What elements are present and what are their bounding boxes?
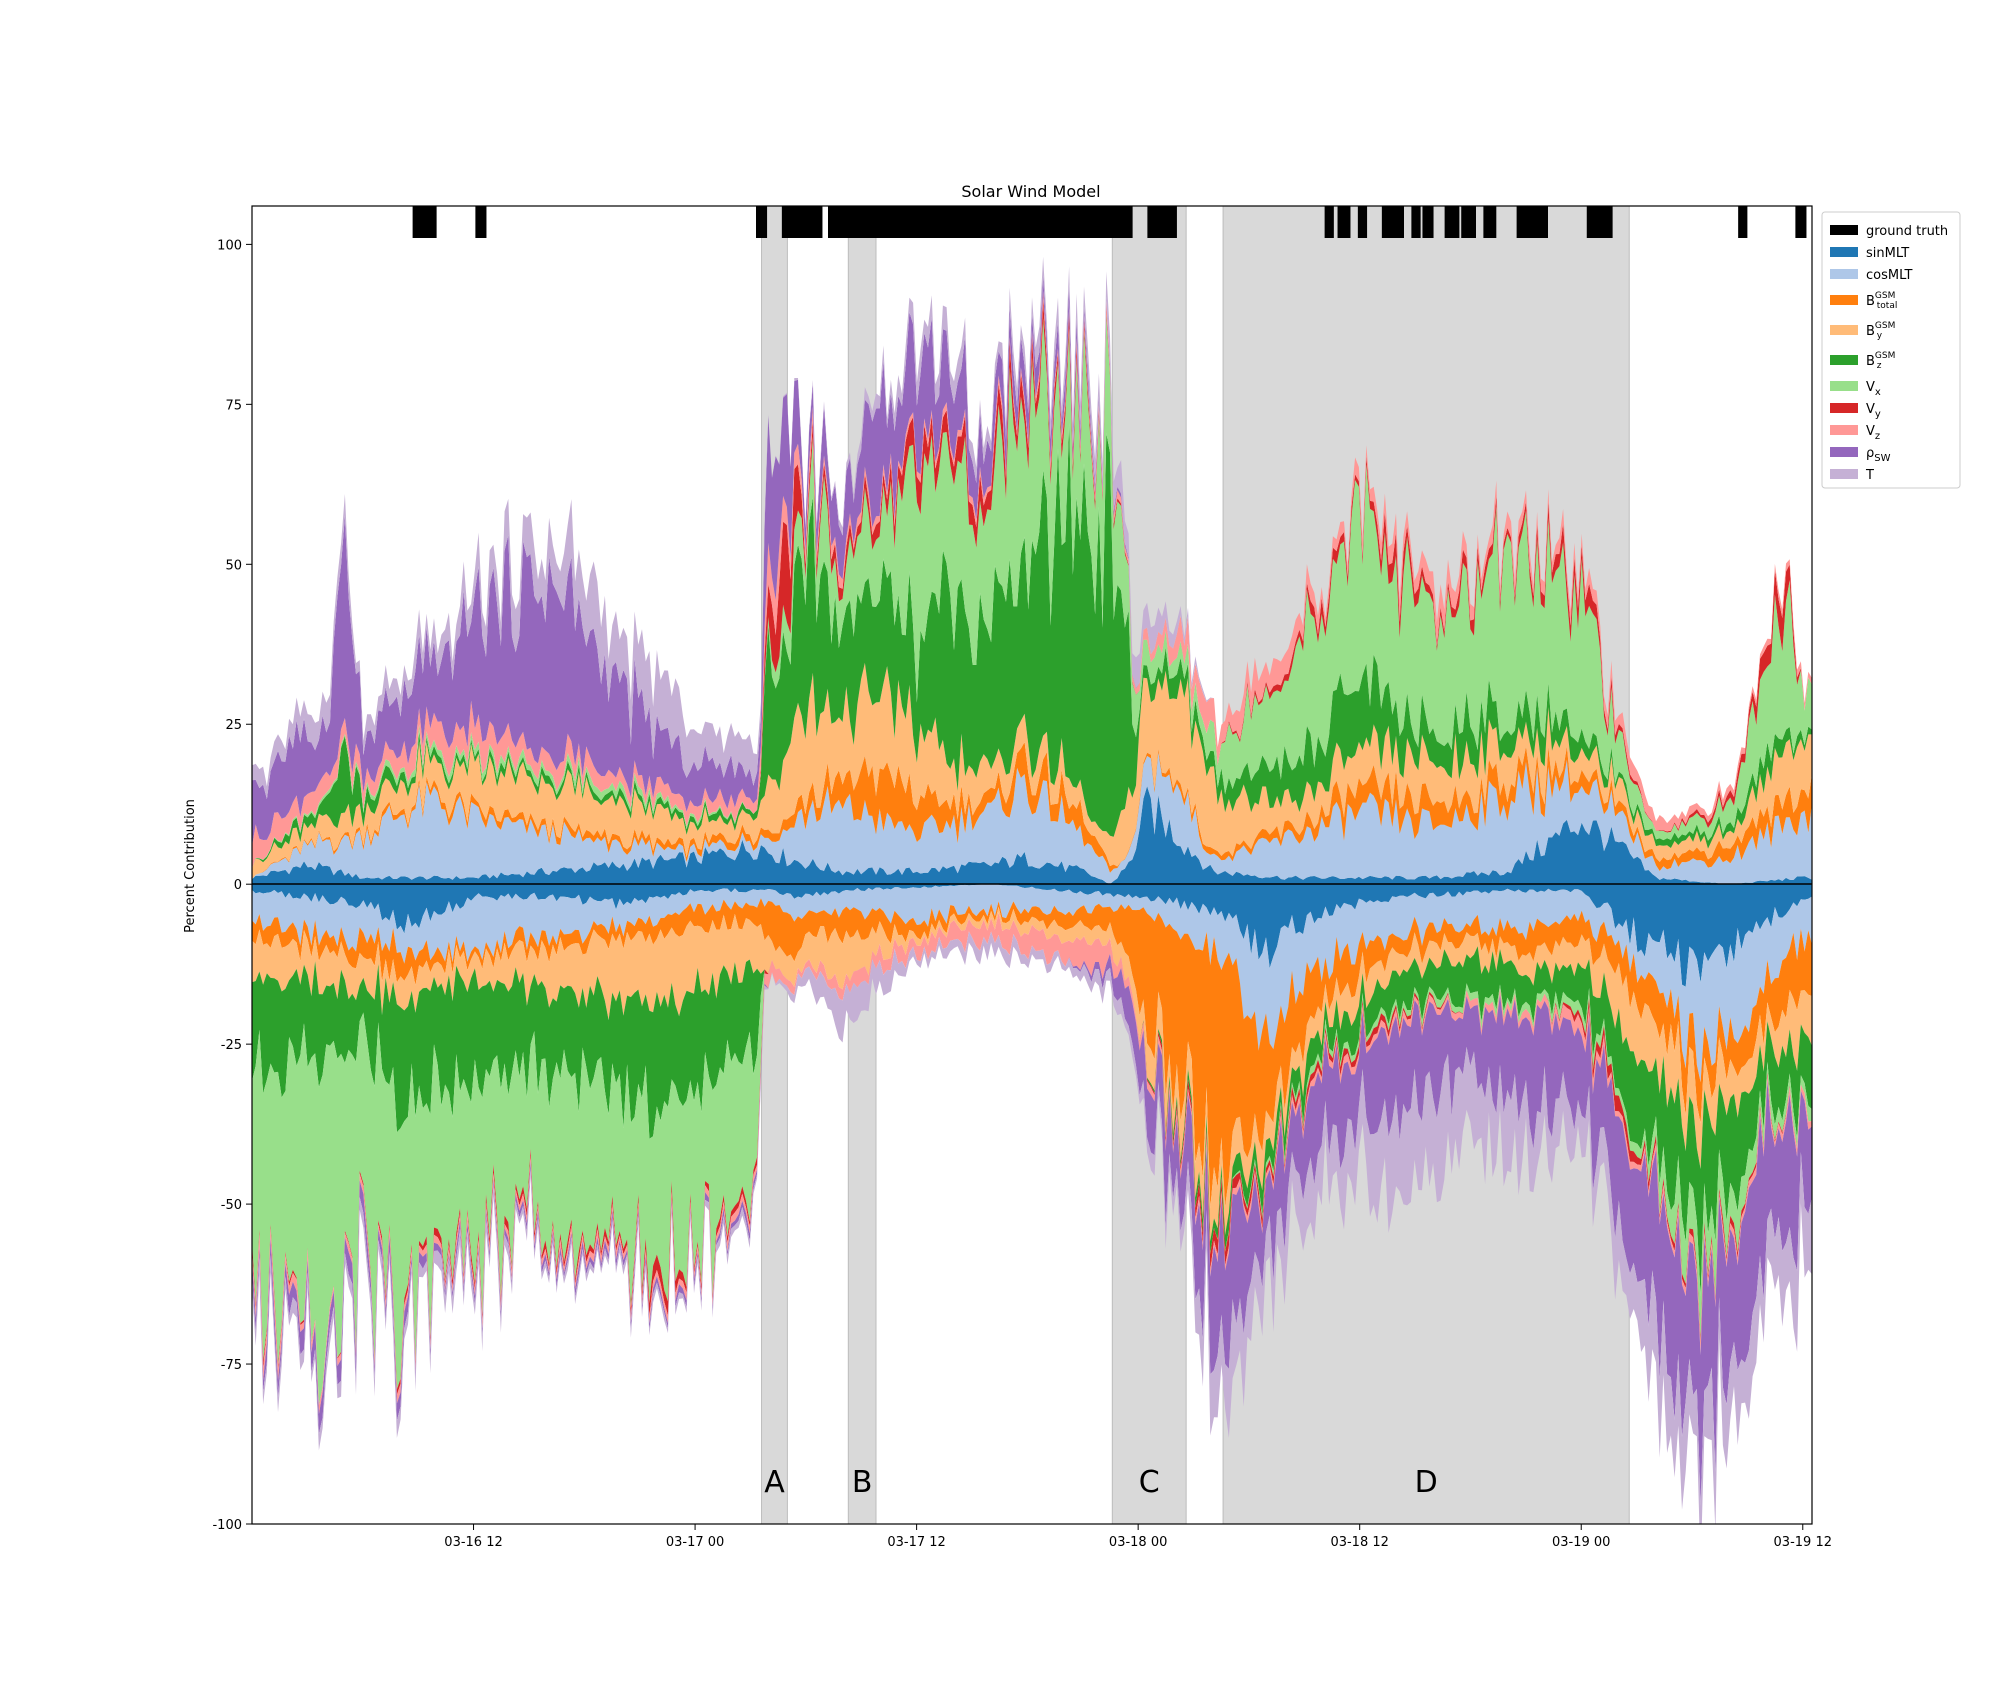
legend: ground truth sinMLT cosMLT BGSM total BGSM y BG… [1821,211,1961,489]
x-tick-label: 03-19 12 [1774,1535,1832,1550]
region-label-d: D [1415,1465,1438,1500]
y-tick-label: -100 [212,1518,242,1533]
ground-truth-event [1483,206,1497,238]
series-3-positive-area [252,662,1812,880]
y-tick-label: 75 [225,398,242,413]
legend-swatch-by [1830,325,1858,335]
ground-truth-event [1411,206,1421,238]
ground-truth-event [1337,206,1351,238]
chart-title: Solar Wind Model [961,182,1100,201]
ground-truth-event [1738,206,1748,238]
ground-truth-event [1795,206,1807,238]
legend-swatch-cosmlt [1830,269,1858,279]
plot-frame [251,205,1813,1525]
legend-label-bz: BGSM z [1866,351,1895,371]
region-labels: A B C D [764,1465,1438,1500]
ground-truth-event [1147,206,1177,238]
ground-truth-event [781,206,823,238]
x-axis-ticks: 03-16 12 03-17 00 03-17 12 03-18 00 03-18 12… [444,1524,1832,1550]
ground-truth-event [1461,206,1476,238]
legend-swatch-gt [1830,225,1858,235]
y-tick-label: -25 [221,1038,242,1053]
x-tick-label: 03-19 00 [1552,1535,1610,1550]
legend-label-btot: BGSM total [1866,291,1897,311]
ground-truth-event [1324,206,1334,238]
ground-truth-event [1516,206,1548,238]
region-label-c: C [1139,1465,1160,1500]
series-0-negative-area [252,884,1812,987]
series-1-positive-area [252,752,1812,885]
x-tick-label: 03-16 12 [444,1535,502,1550]
y-tick-label: 0 [234,878,242,893]
ground-truth-event [1357,206,1368,238]
ground-truth-events [412,206,1807,238]
legend-label-vz: Vz [1866,424,1880,442]
x-tick-label: 03-17 12 [887,1535,945,1550]
series-3-negative-area [252,906,1812,1242]
region-label-a: A [764,1465,785,1500]
legend-label-sinmlt: sinMLT [1866,246,1909,261]
ground-truth-event [756,206,768,238]
x-tick-label: 03-18 12 [1330,1535,1388,1550]
legend-label-t: T [1865,468,1874,483]
ground-truth-event [1422,206,1434,238]
y-axis-ticks: -100 -75 -50 -25 0 25 50 75 100 [212,238,252,1533]
legend-swatch-t [1830,469,1858,479]
legend-swatch-bz [1830,355,1858,365]
y-axis-label: Percent Contribution [183,799,198,933]
series-5-negative-area [252,912,1812,1405]
legend-label-vy: Vy [1866,402,1881,420]
y-tick-label: 100 [217,238,242,253]
legend-swatch-vx [1830,381,1858,391]
legend-swatch-vy [1830,403,1858,413]
legend-swatch-btot [1830,295,1858,305]
ground-truth-event [1586,206,1613,238]
ground-truth-event [1444,206,1460,238]
legend-label-cosmlt: cosMLT [1866,268,1913,283]
series-9-positive-area [252,256,1812,824]
ground-truth-event [475,206,487,238]
ground-truth-event [828,206,1133,238]
series-8-negative-area [252,931,1812,1506]
x-tick-label: 03-18 00 [1109,1535,1167,1550]
series-4-negative-area [252,912,1812,1297]
legend-swatch-sinmlt [1830,247,1858,257]
ground-truth-event [1381,206,1404,238]
y-tick-label: -75 [221,1358,242,1373]
legend-label-gt: ground truth [1866,224,1948,239]
series-4-positive-area [252,423,1812,869]
region-label-b: B [852,1465,873,1500]
series-2-positive-area [252,742,1812,880]
legend-label-vx: Vx [1866,380,1881,398]
legend-label-rho: ρSW [1866,446,1891,464]
legend-swatch-rho [1830,447,1858,457]
x-tick-label: 03-17 00 [666,1535,724,1550]
series-1-negative-area [252,884,1812,1083]
y-tick-label: 50 [225,558,242,573]
series-0-positive-area [252,786,1812,885]
legend-box [1821,211,1961,489]
y-tick-label: -50 [221,1198,242,1213]
legend-label-by: BGSM y [1866,321,1895,341]
ground-truth-event [412,206,437,238]
series-8-positive-area [252,275,1812,847]
series-5-positive-area [252,314,1812,870]
legend-swatch-vz [1830,425,1858,435]
series-areas [252,256,1812,1524]
y-tick-label: 25 [225,718,242,733]
